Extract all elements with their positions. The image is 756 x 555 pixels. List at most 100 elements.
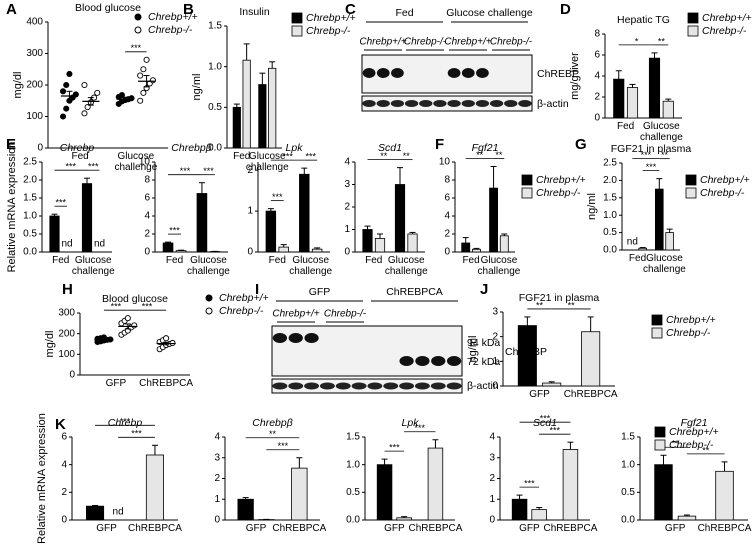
chart-title: Scd1 <box>533 417 557 429</box>
y-tick-label: 4 <box>144 211 150 222</box>
bar <box>268 67 277 149</box>
x-tick-label: GFP <box>105 378 127 389</box>
x-tick-label: ChREBPCA <box>697 523 752 534</box>
significance-label: ** <box>269 429 277 439</box>
category-label-box: Glucose challenge <box>384 255 428 277</box>
y-axis-label: ng/ml <box>586 193 598 220</box>
blot-band <box>288 333 303 343</box>
y-tick-label: 1.0 <box>346 459 360 470</box>
y-axis-label: Relative mRNA expression <box>6 142 18 273</box>
bar <box>265 210 277 253</box>
category-label-box: Glucose challenge <box>114 151 157 173</box>
y-tick-label: 200 <box>58 328 75 339</box>
data-point <box>84 104 91 111</box>
chart-title: Chrebp <box>108 417 143 429</box>
data-point <box>163 335 170 342</box>
blot-lane-label: Chrebp+/+ <box>359 37 406 48</box>
data-point <box>131 322 138 329</box>
category-label-box: ChREBPCA <box>272 523 327 534</box>
significance-label: *** <box>278 441 289 451</box>
significance-label: ** <box>661 150 669 160</box>
y-tick-label: 0 <box>214 515 220 526</box>
bar <box>396 517 412 521</box>
actin-band <box>461 100 475 107</box>
y-tick-label: 1 <box>344 224 350 235</box>
data-point <box>81 81 88 89</box>
bar <box>638 247 647 251</box>
significance-label: ** <box>403 151 411 161</box>
blot-band-label: ChREBP <box>505 346 547 358</box>
legend-label: Chrebp+/+ <box>700 174 750 186</box>
blot-box <box>271 325 463 377</box>
blot-box <box>361 54 533 94</box>
y-tick-label: 0 <box>444 247 450 258</box>
y-tick-label: 1.0 <box>621 459 635 470</box>
category-label-box: ChREBPCA <box>564 389 618 400</box>
bar <box>145 454 164 521</box>
y-tick-label: 2.5 <box>23 157 37 168</box>
error-bar <box>567 441 574 450</box>
x-tick-label: Fed <box>165 255 184 266</box>
chart-title: Chrebp <box>60 142 95 154</box>
y-tick-label: 0 <box>69 370 75 381</box>
blot-band-label: β-actin <box>467 380 499 392</box>
significance-label: *** <box>169 225 180 235</box>
actin-band <box>430 382 446 390</box>
panel-letter: A <box>6 1 17 18</box>
significance-label: *** <box>65 162 76 172</box>
category-label-box: Fed <box>617 121 634 132</box>
legend-marker <box>685 174 697 186</box>
x-tick-label: ChREBPCA <box>272 523 327 534</box>
data-point <box>63 105 70 112</box>
y-tick-label: 4 <box>344 157 350 168</box>
error-bar <box>524 316 531 326</box>
bar <box>232 106 241 149</box>
blot-group-label: GFP <box>309 286 331 298</box>
legend-label: Chrebp-/- <box>306 25 351 37</box>
significance-label: *** <box>389 443 400 453</box>
y-tick-label: 3 <box>344 179 350 190</box>
y-tick-label: 0.0 <box>23 247 37 258</box>
y-tick-label: 2.0 <box>23 175 37 186</box>
significance-label: *** <box>524 478 535 488</box>
y-tick-label: 2 <box>492 331 498 342</box>
error-bar <box>100 338 107 342</box>
bar <box>665 232 674 251</box>
bar <box>299 173 310 253</box>
bar <box>362 229 373 253</box>
y-tick-label: 200 <box>26 80 43 91</box>
x-tick-label: Glucose challenge <box>187 255 230 277</box>
error-bar <box>377 233 383 239</box>
y-tick-label: 2 <box>344 202 350 213</box>
blot-band <box>431 356 446 366</box>
error-bar <box>666 228 673 233</box>
significance-label: ** <box>658 36 666 46</box>
y-tick-label: 4 <box>61 459 67 470</box>
blot-box <box>271 378 463 394</box>
error-bar <box>587 316 594 332</box>
x-tick-label: Glucose challenge <box>384 255 428 277</box>
category-label-box: ChREBPCA <box>139 378 193 389</box>
chart-title: Scd1 <box>378 142 402 154</box>
x-tick-label: Fed <box>233 151 251 162</box>
significance-label: *** <box>55 198 66 208</box>
significance-label: ** <box>495 150 503 160</box>
y-tick-label: 2.5 <box>603 158 617 169</box>
y-tick-label: 0 <box>344 247 350 258</box>
y-tick-label: 2 <box>594 92 600 103</box>
y-tick-label: 0.5 <box>621 487 635 498</box>
category-label-box: Fed <box>165 255 184 266</box>
error-bar <box>92 504 99 507</box>
y-axis-label: mg/dl <box>12 72 24 99</box>
error-bar <box>198 182 205 194</box>
error-bar <box>409 231 416 234</box>
error-bar <box>87 97 94 106</box>
blot-lane-label: Chrebp-/- <box>324 309 367 320</box>
error-bar <box>651 52 658 59</box>
blot-band <box>399 356 414 366</box>
significance-label: *** <box>550 426 561 436</box>
error-bar <box>501 233 508 236</box>
error-bar <box>124 323 131 330</box>
category-label-box: Fed <box>365 255 382 266</box>
x-tick-label: Glucose challenge <box>643 253 686 275</box>
